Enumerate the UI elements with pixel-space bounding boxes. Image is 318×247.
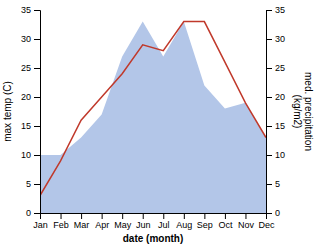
tick-mark [34,68,40,69]
tick-mark [204,213,205,219]
tick-label: 10 [275,150,285,160]
tick-mark [34,39,40,40]
tick-mark [266,97,272,98]
tick-mark [266,184,272,185]
tick: Feb [53,213,69,230]
tick: 35 [266,5,285,15]
tick-label: Aug [176,220,192,230]
area [40,22,266,213]
tick-label: 25 [275,63,285,73]
tick-mark [266,39,272,40]
tick-label: 15 [275,121,285,131]
tick: 25 [21,63,40,73]
tick-mark [122,213,123,219]
tick-label: Feb [53,220,69,230]
axis-line [41,214,267,220]
tick: Jan [33,213,48,230]
tick-label: 30 [21,34,31,44]
axis-line [34,11,41,214]
tick-label: 20 [21,92,31,102]
tick-label: Nov [238,220,255,230]
title-line: med. precipitation [303,72,314,151]
tick: Jul [158,213,170,230]
tick: 0 [26,208,40,218]
tick-label: 30 [275,34,285,44]
tick: 20 [21,92,40,102]
tick-label: 25 [21,63,31,73]
y2-axis-title: med. precipitation(kg/m2) [292,72,315,151]
tick: Jun [136,213,151,230]
x-axis-title: date (month) [123,233,184,244]
tick-mark [184,213,185,219]
tick-mark [34,155,40,156]
chart: JanFebMarAprMayJunJulAugSepOctNovDec0510… [0,0,318,247]
tick-mark [34,10,40,11]
tick-label: 5 [26,179,31,189]
tick-label: 0 [275,208,280,218]
tick-label: Oct [218,220,233,230]
tick-label: Jun [136,220,151,230]
tick-label: 35 [21,5,31,15]
tick-mark [61,213,62,219]
tick: 20 [266,92,285,102]
tick: Aug [176,213,192,230]
tick-mark [102,213,103,219]
tick-mark [163,213,164,219]
tick-label: Sep [197,220,213,230]
tick: 5 [266,179,280,189]
tick-label: 35 [275,5,285,15]
tick-mark [34,213,40,214]
y-axis-title: max temp (C) [2,81,13,142]
plot-area: JanFebMarAprMayJunJulAugSepOctNovDec0510… [21,5,285,230]
tick-mark [266,155,272,156]
tick: 30 [21,34,40,44]
tick-label: 0 [26,208,31,218]
tick-label: Dec [258,220,275,230]
tick: May [114,213,132,230]
tick-label: 20 [275,92,285,102]
tick: 10 [21,150,40,160]
tick: Nov [238,213,255,230]
tick-mark [81,213,82,219]
tick: 0 [266,208,280,218]
axis-line [267,11,273,214]
tick: 25 [266,63,285,73]
tick: Dec [258,213,275,230]
tick: Sep [197,213,213,230]
tick-mark [266,213,272,214]
tick: 15 [21,121,40,131]
tick: Apr [95,213,109,230]
tick-mark [34,184,40,185]
tick: 15 [266,121,285,131]
tick-mark [266,68,272,69]
tick-label: Apr [95,220,109,230]
tick: 35 [21,5,40,15]
tick-mark [225,213,226,219]
tick-label: Jul [158,220,170,230]
tick-label: Mar [74,220,90,230]
tick-label: 5 [275,179,280,189]
tick-label: May [114,220,132,230]
tick: 10 [266,150,285,160]
tick: 30 [266,34,285,44]
tick-label: 10 [21,150,31,160]
y2-axis: 0 5 10 15 20 25 30 35 [266,5,285,218]
tick-mark [266,10,272,11]
tick-mark [143,213,144,219]
title-line: (kg/m2) [292,95,303,129]
line [40,22,266,196]
tick: 5 [26,179,40,189]
tick-label: 15 [21,121,31,131]
tick-label: Jan [33,220,48,230]
tick: Mar [74,213,90,230]
tick-mark [34,97,40,98]
x-axis: Jan Feb Mar Apr May Jun Jul Aug Sep Oct NovDec [33,213,275,230]
tick-mark [266,126,272,127]
tick: Oct [218,213,233,230]
tick-mark [34,126,40,127]
y-axis: 0 5 10 15 20 25 30 35 [21,5,41,218]
marks [40,22,266,213]
tick-mark [245,213,246,219]
